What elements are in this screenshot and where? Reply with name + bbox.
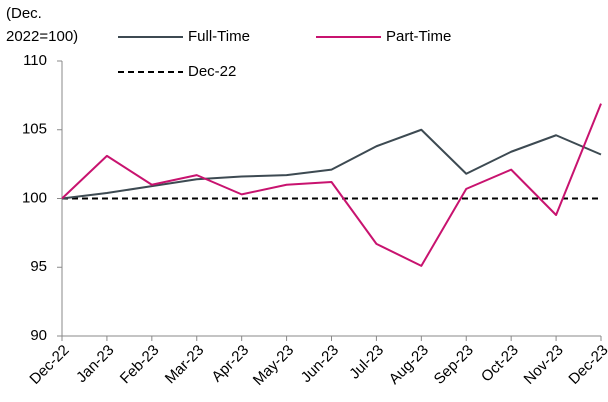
y-tick-label: 110: [23, 52, 47, 69]
x-tick-label: Nov-23: [521, 342, 567, 388]
x-tick-label: Mar-23: [162, 342, 208, 388]
series-line: [61, 103, 602, 267]
x-tick-label: Jul-23: [346, 342, 387, 383]
x-tick-label: Dec-23: [565, 342, 608, 388]
x-tick-label: May-23: [250, 342, 297, 389]
legend-label: Dec-22: [188, 63, 236, 80]
y-axis-label: 2022=100): [6, 28, 78, 45]
x-tick-label: Dec-22: [26, 342, 72, 388]
y-tick-label: 95: [30, 258, 47, 275]
x-tick-label: Jun-23: [298, 342, 342, 386]
y-axis-label: (Dec.: [6, 5, 42, 22]
x-tick-label: Sep-23: [431, 342, 477, 388]
x-tick-label: Jan-23: [73, 342, 117, 386]
legend-label: Part-Time: [386, 28, 451, 45]
series-line: [61, 128, 602, 200]
x-tick-label: Oct-23: [478, 342, 522, 386]
y-tick-label: 100: [22, 189, 47, 206]
x-tick-label: Feb-23: [117, 342, 163, 388]
y-tick-label: 105: [22, 121, 47, 138]
y-tick-label: 90: [30, 327, 47, 344]
x-tick-label: Apr-23: [208, 342, 252, 386]
x-tick-label: Aug-23: [386, 342, 432, 388]
legend-label: Full-Time: [188, 28, 250, 45]
